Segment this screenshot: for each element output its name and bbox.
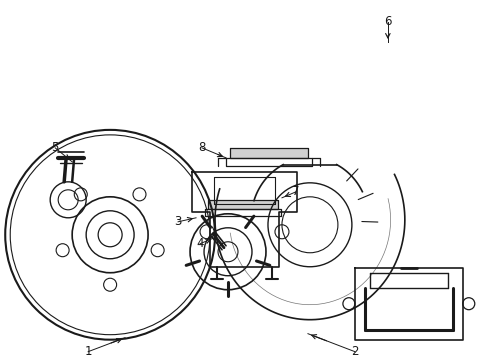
Polygon shape bbox=[229, 148, 307, 158]
Text: 3: 3 bbox=[174, 215, 182, 228]
Polygon shape bbox=[204, 208, 281, 216]
Text: 7: 7 bbox=[292, 185, 299, 198]
Polygon shape bbox=[207, 200, 277, 208]
Text: 5: 5 bbox=[51, 141, 59, 154]
Text: 1: 1 bbox=[84, 345, 92, 358]
Text: 2: 2 bbox=[350, 345, 358, 358]
Polygon shape bbox=[192, 172, 296, 267]
Text: 8: 8 bbox=[198, 141, 205, 154]
Polygon shape bbox=[225, 158, 311, 166]
Polygon shape bbox=[354, 268, 462, 340]
Text: 4: 4 bbox=[196, 237, 203, 250]
Text: 6: 6 bbox=[384, 15, 391, 28]
